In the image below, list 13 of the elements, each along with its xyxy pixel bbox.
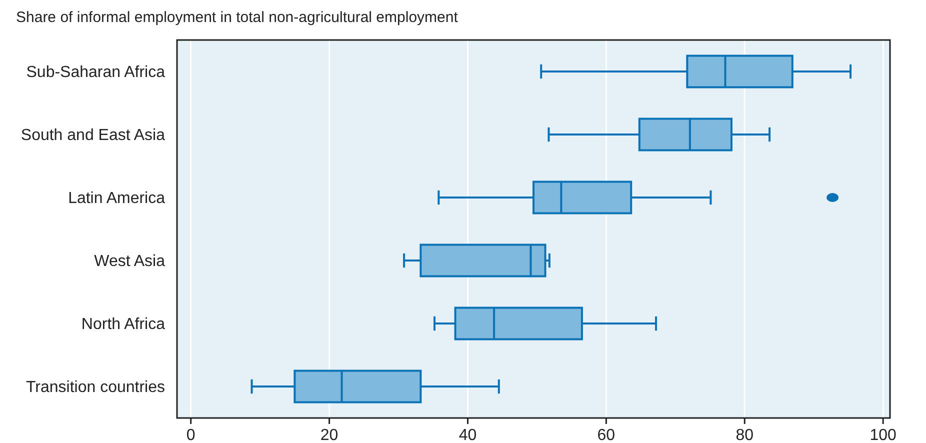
- y-tick-label: Latin America: [68, 190, 166, 208]
- x-tick-label: 80: [736, 427, 754, 443]
- x-tick-label: 0: [186, 427, 196, 443]
- y-tick-label: Transition countries: [26, 379, 165, 396]
- x-tick-label: 40: [458, 427, 477, 443]
- y-tick-label: Sub-Saharan Africa: [26, 64, 166, 82]
- y-tick-label: West Asia: [94, 253, 166, 270]
- x-tick-label: 20: [320, 427, 338, 443]
- y-tick-label: North Africa: [81, 316, 166, 334]
- x-tick-label: 60: [597, 427, 616, 443]
- y-tick-label: South and East Asia: [20, 127, 166, 144]
- chart-title: Share of informal employment in total non-agricultural employment: [16, 9, 459, 26]
- x-tick-label: 100: [870, 427, 897, 443]
